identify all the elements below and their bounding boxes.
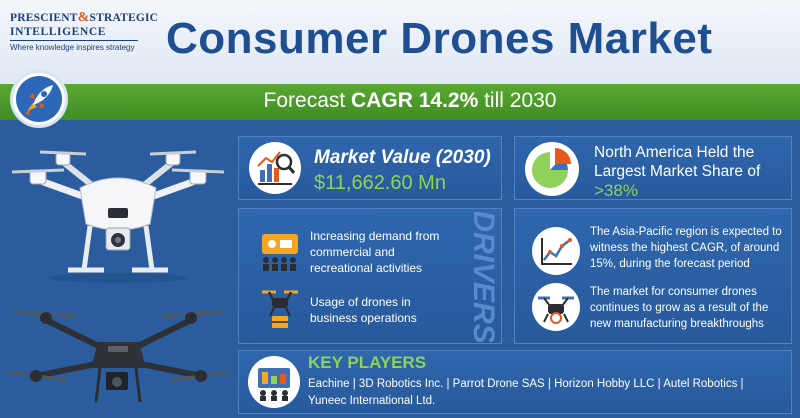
forecast-cagr: CAGR 14.2% <box>351 89 479 112</box>
market-growth-icon <box>249 142 301 194</box>
forecast-suffix: till 2030 <box>478 89 557 112</box>
key-players-panel <box>238 350 792 414</box>
drivers-vertical-label: DRIVERS <box>467 212 500 342</box>
company-logo: PRESCIENT&STRATEGIC INTELLIGENCE Where k… <box>10 10 160 52</box>
forecast-banner: Forecast CAGR 14.2% till 2030 <box>0 84 800 120</box>
market-value-label: Market Value (2030) <box>314 147 491 168</box>
driver-item-1: Increasing demand from commercial and re… <box>310 229 440 275</box>
drone-business-icon <box>262 290 298 328</box>
north-america-text: North America Held the Largest Market Sh… <box>594 144 761 180</box>
logo-ampersand: & <box>77 10 90 25</box>
north-america-share: >38% <box>594 181 638 200</box>
rocket-icon <box>10 70 68 128</box>
logo-word-prescient: PRESCIENT <box>10 12 78 24</box>
black-drone-image <box>7 310 230 403</box>
drone-manufacturing-icon <box>532 283 580 331</box>
pie-chart-icon <box>525 142 579 196</box>
forecast-prefix: Forecast <box>263 89 352 112</box>
key-players-title: KEY PLAYERS <box>308 353 427 372</box>
key-players-icon <box>248 356 300 408</box>
logo-divider <box>10 40 138 41</box>
white-drone-image <box>11 150 225 283</box>
market-value-amount: $11,662.60 Mn <box>314 172 446 194</box>
logo-word-intelligence: INTELLIGENCE <box>10 26 107 38</box>
driver-item-2: Usage of drones in business operations <box>310 295 417 325</box>
header: PRESCIENT&STRATEGIC INTELLIGENCE Where k… <box>0 0 800 84</box>
logo-tagline: Where knowledge inspires strategy <box>10 43 135 52</box>
growth-chart-icon <box>532 227 580 275</box>
logo-word-strategic: STRATEGIC <box>89 12 159 24</box>
demand-icon <box>262 234 298 271</box>
insight-item-2: The market for consumer drones continues… <box>590 286 769 330</box>
page-title: Consumer Drones Market <box>166 14 713 63</box>
key-players-list: Eachine | 3D Robotics Inc. | Parrot Dron… <box>308 378 744 407</box>
insight-item-1: The Asia-Pacific region is expected to w… <box>590 226 782 270</box>
drivers-label-text: DRIVERS <box>467 212 500 342</box>
